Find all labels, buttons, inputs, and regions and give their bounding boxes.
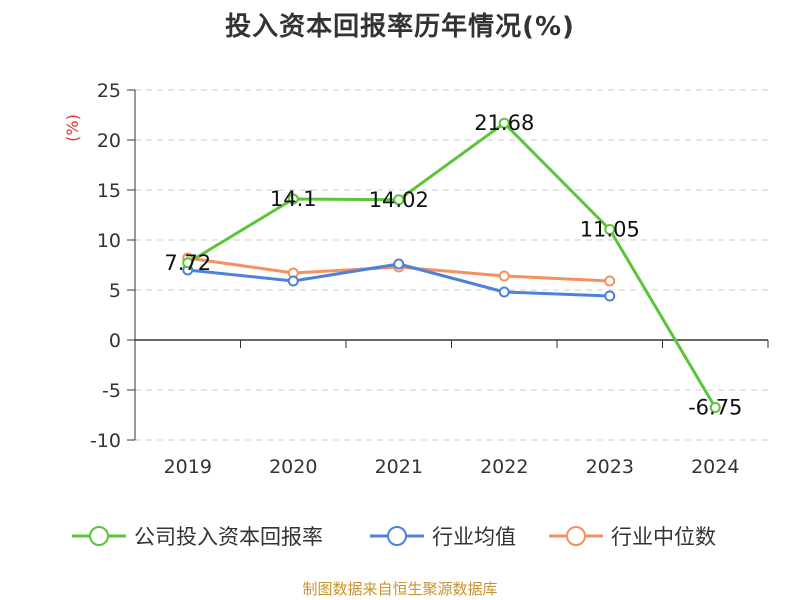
- y-axis-unit-label: (%): [63, 114, 82, 142]
- legend-label: 行业中位数: [611, 525, 716, 549]
- x-tick-label: 2020: [269, 456, 317, 478]
- x-tick-label: 2022: [480, 456, 528, 478]
- data-source-note: 制图数据来自恒生聚源数据库: [302, 580, 498, 598]
- legend-item[interactable]: 行业中位数: [549, 525, 716, 549]
- legend-marker-icon: [89, 526, 109, 546]
- x-tick-label: 2021: [375, 456, 423, 478]
- legend-label: 公司投入资本回报率: [134, 525, 323, 549]
- data-point: [604, 224, 616, 235]
- y-tick-label: 0: [109, 330, 121, 352]
- y-tick-label: 25: [97, 80, 121, 102]
- y-tick-label: 5: [109, 280, 121, 302]
- legend-label: 行业均值: [432, 525, 516, 549]
- data-label: 14.02: [369, 188, 429, 212]
- data-point: [182, 257, 194, 269]
- y-tick-label: 10: [97, 230, 121, 252]
- y-tick-label: 20: [97, 130, 121, 152]
- legend-item[interactable]: 公司投入资本回报率: [72, 525, 323, 549]
- data-point: [604, 275, 616, 287]
- legend-marker-icon: [387, 526, 407, 546]
- data-label: 14.1: [270, 187, 317, 211]
- y-tick-label: 15: [97, 180, 121, 202]
- y-tick-label: -10: [90, 430, 121, 452]
- data-point: [709, 402, 721, 413]
- data-label: 7.72: [164, 251, 211, 275]
- data-point: [498, 270, 510, 282]
- data-label: 11.05: [580, 218, 640, 242]
- data-point: [393, 194, 405, 206]
- data-label: 21.68: [474, 111, 534, 135]
- legend-item[interactable]: 行业均值: [370, 525, 516, 549]
- y-tick-label: -5: [102, 380, 121, 402]
- data-point: [604, 290, 616, 302]
- data-label: -6.75: [688, 396, 742, 420]
- data-point: [287, 193, 299, 205]
- series-line-0: [186, 121, 717, 409]
- data-point: [498, 286, 510, 298]
- x-tick-label: 2024: [691, 456, 739, 478]
- chart-title: 投入资本回报率历年情况(%): [225, 12, 575, 42]
- x-tick-label: 2023: [586, 456, 634, 478]
- data-point: [393, 258, 405, 270]
- legend-marker-icon: [566, 526, 586, 546]
- data-point: [498, 117, 510, 129]
- data-point: [287, 275, 299, 287]
- x-tick-label: 2019: [164, 456, 212, 478]
